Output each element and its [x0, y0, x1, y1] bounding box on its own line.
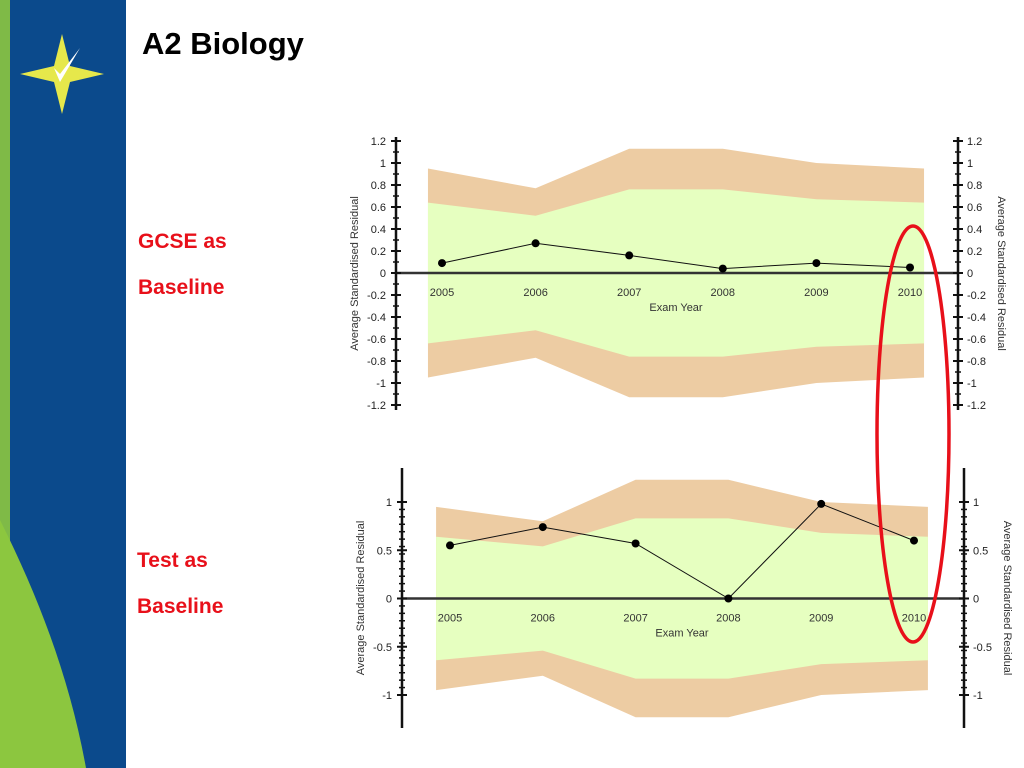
- y-tick-label: 1.2: [967, 136, 982, 148]
- x-tick-label: 2009: [809, 613, 833, 625]
- y-tick-label: -0.6: [967, 334, 986, 346]
- page-title: A2 Biology: [142, 26, 304, 61]
- y-tick-label: 0.4: [371, 224, 386, 236]
- x-axis-title: Exam Year: [649, 302, 703, 314]
- x-tick-label: 2009: [804, 287, 828, 299]
- y-tick-label: -0.6: [367, 334, 386, 346]
- y-tick-label: 0: [973, 594, 979, 606]
- star-logo-icon: [20, 34, 104, 114]
- y-tick-label: 0: [380, 268, 386, 280]
- y-tick-label: -0.5: [973, 642, 992, 654]
- x-tick-label: 2008: [716, 613, 740, 625]
- x-tick-label: 2005: [430, 287, 454, 299]
- y-tick-label: 0.2: [371, 246, 386, 258]
- y-tick-label: 1: [967, 158, 973, 170]
- x-tick-label: 2006: [531, 613, 555, 625]
- x-tick-label: 2005: [438, 613, 462, 625]
- x-tick-label: 2008: [711, 287, 735, 299]
- x-axis-title: Exam Year: [655, 628, 709, 640]
- x-tick-label: 2006: [523, 287, 547, 299]
- sidebar-green-edge: [0, 0, 10, 768]
- data-point: [438, 259, 446, 268]
- data-point: [538, 523, 547, 532]
- data-point: [531, 239, 540, 248]
- y-tick-label: 0.5: [377, 545, 392, 557]
- sidebar-green-wave: [0, 520, 86, 768]
- y-tick-label: 0.6: [371, 202, 386, 214]
- y-tick-label: 1.2: [371, 136, 386, 148]
- series-line: [449, 503, 915, 600]
- y-tick-label: -1: [382, 690, 392, 702]
- y-tick-label: -1: [376, 378, 386, 390]
- top-label-line-2: Baseline: [138, 276, 225, 299]
- x-tick-label: 2010: [902, 613, 926, 625]
- bottom-label-line-2: Baseline: [137, 595, 224, 618]
- y-tick-label: 0.8: [371, 180, 386, 192]
- data-point: [906, 263, 914, 272]
- y-tick-label: -1.2: [967, 400, 986, 412]
- y-tick-label: -0.2: [967, 290, 986, 302]
- data-point: [910, 536, 918, 545]
- y-tick-label: 0: [967, 268, 973, 280]
- y-tick-label: 0.8: [967, 180, 982, 192]
- data-point: [446, 541, 454, 550]
- data-point: [724, 594, 733, 603]
- x-tick-label: 2010: [898, 287, 922, 299]
- data-point: [631, 539, 640, 548]
- data-point: [817, 499, 826, 508]
- y-tick-label: 0.6: [967, 202, 982, 214]
- y-tick-label: 0.2: [967, 246, 982, 258]
- y-tick-label: -1: [967, 378, 977, 390]
- y-tick-label: 1: [386, 497, 392, 509]
- y-axis-title-right: Average Standardised Residual: [995, 196, 1007, 351]
- y-tick-label: 0.5: [973, 545, 988, 557]
- y-tick-label: 0.4: [967, 224, 982, 236]
- sidebar-decoration: [0, 0, 126, 768]
- series-line: [441, 242, 911, 270]
- y-tick-label: -1: [973, 690, 983, 702]
- y-tick-label: 1: [973, 497, 979, 509]
- y-tick-label: -0.8: [367, 356, 386, 368]
- bottom-label-line-1: Test as: [137, 549, 208, 572]
- x-tick-label: 2007: [623, 613, 647, 625]
- y-tick-label: -0.5: [373, 642, 392, 654]
- y-tick-label: 1: [380, 158, 386, 170]
- y-tick-label: -0.2: [367, 290, 386, 302]
- y-tick-label: 0: [386, 594, 392, 606]
- data-point: [718, 264, 727, 273]
- y-axis-title-right: Average Standardised Residual: [1001, 521, 1013, 676]
- highlight-ring-2010: [875, 224, 951, 644]
- bottom-chart-label: Test as Baseline: [137, 538, 223, 630]
- data-point: [625, 251, 634, 260]
- y-axis-title-left: Average Standardised Residual: [349, 196, 361, 351]
- y-tick-label: -1.2: [367, 400, 386, 412]
- x-tick-label: 2007: [617, 287, 641, 299]
- top-chart-label: GCSE as Baseline: [138, 219, 227, 311]
- y-tick-label: -0.4: [367, 312, 386, 324]
- y-axis-title-left: Average Standardised Residual: [355, 521, 367, 676]
- y-tick-label: -0.4: [967, 312, 986, 324]
- top-label-line-1: GCSE as: [138, 230, 227, 253]
- y-tick-label: -0.8: [967, 356, 986, 368]
- data-point: [812, 259, 821, 268]
